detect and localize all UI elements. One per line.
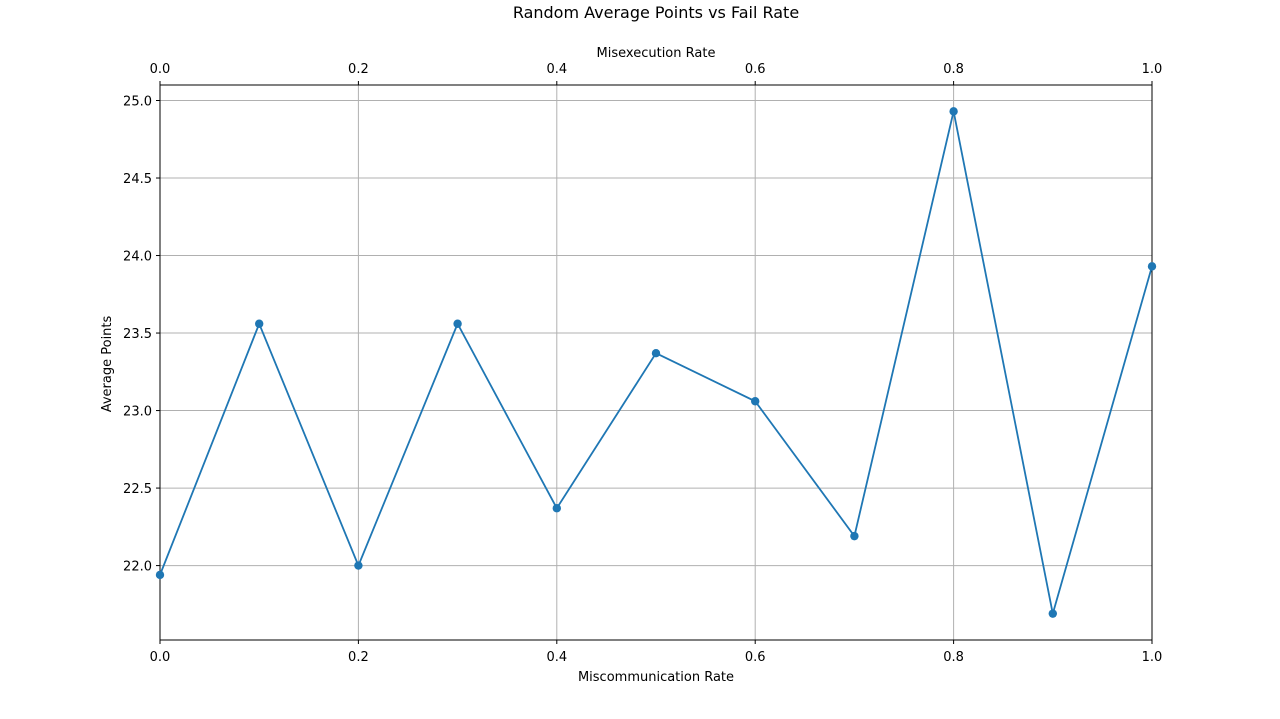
ticks: 0.0 0.2 0.4 0.6 0.8 1.0 0.0 0.2 0.4 0.6 0.8 1.0 22.0…: [123, 62, 1162, 665]
x2-tick-label: 0.4: [546, 62, 567, 77]
data-point: [354, 561, 363, 570]
chart-title: Random Average Points vs Fail Rate: [513, 3, 799, 22]
x2-tick-label: 1.0: [1142, 62, 1163, 77]
y-tick-label: 25.0: [123, 95, 152, 110]
data-point: [552, 504, 561, 513]
bottom-x-axis-label: Miscommunication Rate: [578, 670, 734, 685]
x-tick-label: 1.0: [1142, 650, 1163, 665]
x2-tick-label: 0.0: [150, 62, 171, 77]
data-point: [651, 348, 661, 358]
x-tick-label: 0.6: [745, 650, 766, 665]
y-tick-label: 23.5: [123, 327, 152, 342]
series-layer: [155, 107, 1157, 618]
data-point: [255, 319, 264, 328]
data-point: [453, 319, 462, 328]
y-tick-label: 24.5: [123, 172, 152, 187]
data-point: [155, 570, 165, 580]
plot-border: [159, 84, 1153, 641]
top-x-axis-label: Misexecution Rate: [597, 46, 716, 61]
y-axis-label: Average Points: [100, 315, 115, 412]
data-point: [949, 107, 958, 116]
y-tick-label: 22.0: [123, 560, 152, 575]
data-point: [751, 397, 760, 406]
x-tick-label: 0.8: [943, 650, 964, 665]
series-line: [159, 111, 1153, 614]
plot-frame: [159, 84, 1153, 641]
data-point: [850, 531, 859, 541]
x-tick-label: 0.0: [150, 650, 171, 665]
x2-tick-label: 0.6: [745, 62, 766, 77]
y-tick-label: 23.0: [123, 405, 152, 420]
y-tick-label: 22.5: [123, 482, 152, 497]
y-tick-label: 24.0: [123, 250, 152, 265]
x-tick-label: 0.4: [546, 650, 567, 665]
data-point: [1048, 609, 1058, 618]
data-point: [1147, 262, 1157, 271]
x-tick-label: 0.2: [348, 650, 369, 665]
x2-tick-label: 0.2: [348, 62, 369, 77]
x2-tick-label: 0.8: [943, 62, 964, 77]
